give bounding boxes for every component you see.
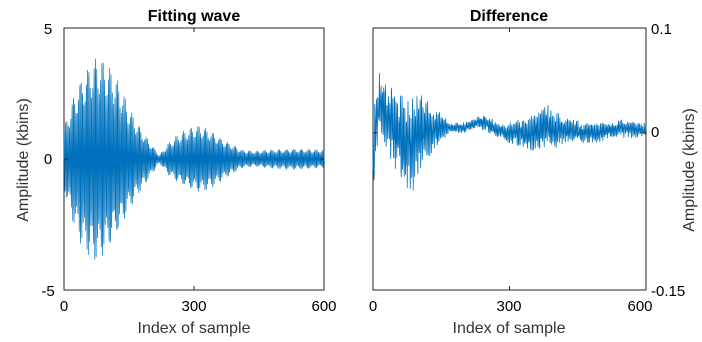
difference-ytick-neg0.15: -0.15 xyxy=(651,283,685,300)
fitting-wave-ytick-5: 5 xyxy=(44,21,52,38)
difference-axes-box xyxy=(372,27,647,291)
difference-ylabel: Amplitude (kbins) xyxy=(681,108,698,232)
difference-ytick-0: 0 xyxy=(651,124,659,141)
difference-ytick-0.1: 0.1 xyxy=(651,21,672,38)
fitting-wave-ticks xyxy=(63,27,325,291)
fitting-wave-xtick-300: 300 xyxy=(181,298,206,315)
difference-xtick-0: 0 xyxy=(369,298,377,315)
fitting-wave-plot-area xyxy=(63,58,325,260)
fitting-wave-ytick-neg5: -5 xyxy=(41,283,54,300)
fitting-wave-xtick-600: 600 xyxy=(311,298,336,315)
difference-xlabel: Index of sample xyxy=(453,320,566,337)
fitting-wave-series-line xyxy=(63,58,325,260)
difference-ticks xyxy=(372,27,647,291)
fitting-wave-title: Fitting wave xyxy=(148,8,241,25)
difference-panel: Difference 0.1 0 -0.15 0 300 600 Index o… xyxy=(369,8,698,337)
difference-series-line xyxy=(372,72,647,191)
fitting-wave-xlabel: Index of sample xyxy=(138,320,251,337)
difference-plot-area xyxy=(372,72,647,191)
fitting-wave-panel: Fitting wave 5 0 -5 0 300 600 Index of s… xyxy=(15,8,337,337)
difference-xtick-300: 300 xyxy=(496,298,521,315)
fitting-wave-ytick-0: 0 xyxy=(44,151,52,168)
difference-xtick-600: 600 xyxy=(627,298,652,315)
fitting-wave-xtick-0: 0 xyxy=(60,298,68,315)
difference-title: Difference xyxy=(470,8,548,25)
fitting-wave-ylabel: Amplitude (kbins) xyxy=(15,98,32,222)
